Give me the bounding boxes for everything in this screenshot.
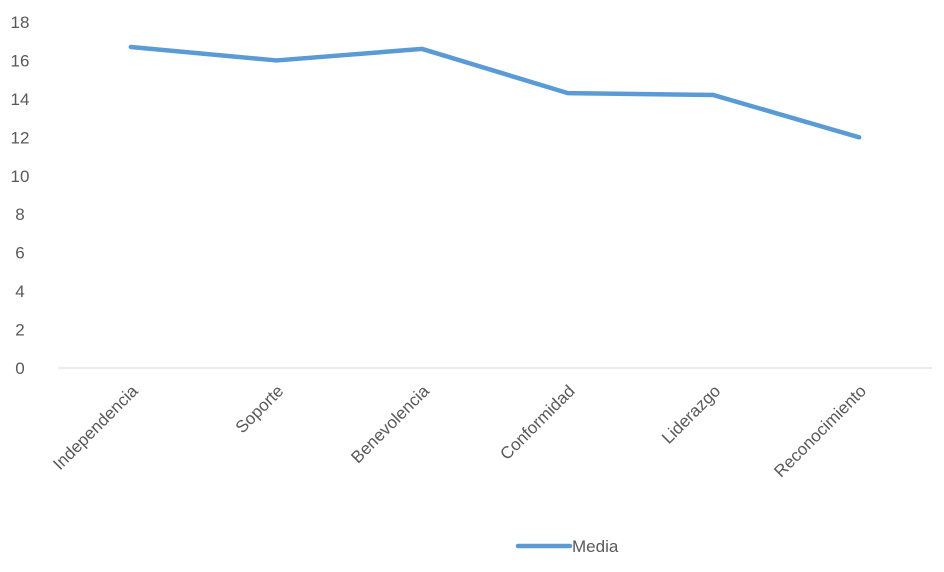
x-category-label: Independencia [49, 381, 142, 474]
y-tick-label: 8 [15, 205, 24, 224]
x-category-label: Soporte [232, 381, 288, 437]
y-tick-label: 14 [11, 90, 30, 109]
x-category-label: Conformidad [496, 381, 578, 463]
y-tick-label: 18 [11, 13, 30, 32]
series-lines [128, 44, 862, 140]
x-axis-category-labels: Independencia Soporte Benevolencia Conformi… [49, 381, 870, 481]
y-tick-label: 10 [11, 167, 30, 186]
y-tick-label: 0 [15, 359, 24, 378]
x-category-label: Benevolencia [347, 381, 433, 467]
y-tick-label: 4 [15, 282, 24, 301]
y-tick-label: 12 [11, 128, 30, 147]
x-category-label: Reconocimiento [770, 381, 870, 481]
series-line [128, 44, 862, 140]
legend-label: Media [572, 537, 619, 556]
y-axis-tick-labels: 0 2 4 6 8 10 12 14 16 18 [11, 13, 30, 378]
y-tick-label: 16 [11, 51, 30, 70]
y-tick-label: 2 [15, 321, 24, 340]
y-tick-label: 6 [15, 244, 24, 263]
x-category-label: Liderazgo [658, 381, 724, 447]
legend: Media [515, 537, 619, 556]
